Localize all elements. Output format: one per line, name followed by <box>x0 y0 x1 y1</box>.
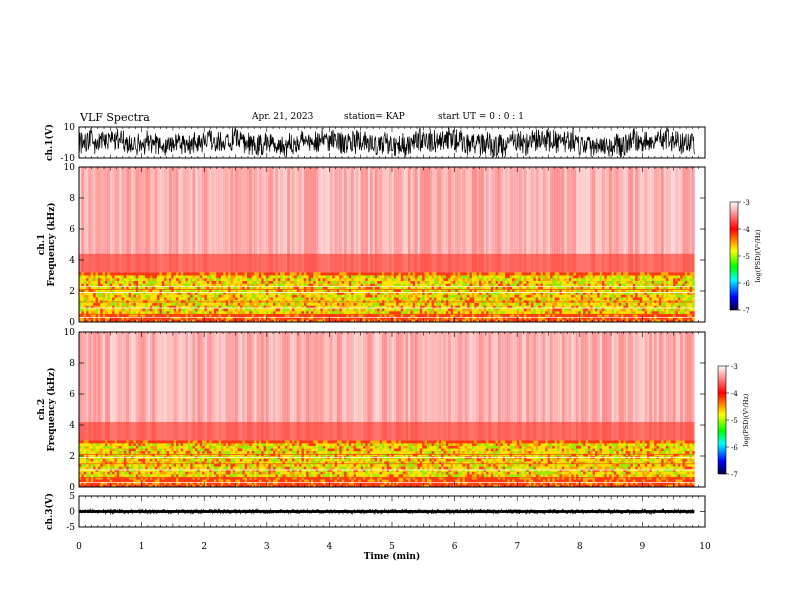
ch3-waveform-ytick: -5 <box>66 523 75 533</box>
ch2-colorbar <box>717 365 727 475</box>
ch3-waveform-ytick: 0 <box>69 508 75 518</box>
x-axis-label: Time (min) <box>364 551 421 562</box>
ch2-spectrogram-ylabel: Frequency (kHz) <box>46 367 57 451</box>
ch1-waveform <box>78 127 695 158</box>
ch1-spectrogram-ytick: 6 <box>69 225 75 235</box>
ch1-spectrogram-ytick: 10 <box>64 163 76 173</box>
x-tick-label: 3 <box>264 542 270 552</box>
ch2-colorbar-label: log(PSD)(V²/Hz) <box>742 393 750 446</box>
ch1-ylabel: ch.1(V) <box>44 124 55 161</box>
x-tick-label: 10 <box>699 542 711 552</box>
date-label: Apr. 21, 2023 <box>252 112 314 122</box>
ch2-spectrogram <box>79 332 695 488</box>
ch2-spectrogram-ytick: 8 <box>69 359 75 369</box>
ch1-spectrogram-ylabel: Frequency (kHz) <box>46 202 57 286</box>
ch3-ylabel: ch.3(V) <box>44 493 55 530</box>
ch3-waveform-band <box>79 510 695 513</box>
ch2-spectrogram-ytick: 2 <box>69 452 75 462</box>
ch1-waveform-ytick: -10 <box>61 154 76 164</box>
station-label: station= KAP <box>344 112 405 122</box>
ch2-colorbar-tick: -5 <box>731 417 738 425</box>
ch2-colorbar-tick: -6 <box>731 444 738 452</box>
chart-title: VLF Spectra <box>80 111 150 124</box>
ch1-spectrogram-ytick: 4 <box>69 256 75 266</box>
x-tick-label: 2 <box>201 542 207 552</box>
ch1-spectrogram-ytick: 0 <box>69 318 75 328</box>
axes <box>78 126 706 528</box>
ch2-colorbar-tick: -7 <box>731 471 738 479</box>
ch2-colorbar-tick: -3 <box>731 363 738 371</box>
ch1-waveform-ytick: 10 <box>64 123 76 133</box>
x-tick-label: 0 <box>76 542 82 552</box>
ch3-waveform <box>78 507 695 516</box>
ch1-colorbar-tick: -4 <box>743 226 750 234</box>
ch2-spectrogram-ytick: 0 <box>69 483 75 493</box>
ch1-colorbar <box>729 201 739 311</box>
ch1-colorbar-tick: -3 <box>743 199 750 207</box>
ch1-waveform-line <box>78 127 695 158</box>
ch2-spectrogram-ytick: 10 <box>64 328 76 338</box>
ch1-colorbar-tick: -6 <box>743 280 750 288</box>
ch1-colorbar-tick: -5 <box>743 253 750 261</box>
x-tick-label: 5 <box>389 542 395 552</box>
x-tick-label: 4 <box>327 542 333 552</box>
ch3-waveform-ytick: 5 <box>69 492 75 502</box>
ch2-colorbar-tick: -4 <box>731 390 738 398</box>
ch2-spectrogram-ytick: 4 <box>69 421 75 431</box>
x-tick-label: 7 <box>514 542 520 552</box>
start-time-label: start UT = 0 : 0 : 1 <box>438 112 524 122</box>
ch1-spectrogram-ytick: 8 <box>69 194 75 204</box>
ch1-spectrogram-ylabel: ch.1 <box>37 234 47 255</box>
ch1-colorbar-tick: -7 <box>743 307 750 315</box>
ch1-spectrogram <box>79 167 695 323</box>
ch1-spectrogram-ytick: 2 <box>69 287 75 297</box>
ch1-colorbar-label: log(PSD)(V²/Hz) <box>754 229 762 282</box>
x-tick-label: 1 <box>139 542 145 552</box>
x-tick-label: 8 <box>577 542 583 552</box>
ch2-spectrogram-ytick: 6 <box>69 390 75 400</box>
x-tick-label: 6 <box>452 542 458 552</box>
ch2-spectrogram-ylabel: ch.2 <box>37 399 47 420</box>
x-tick-label: 9 <box>640 542 646 552</box>
